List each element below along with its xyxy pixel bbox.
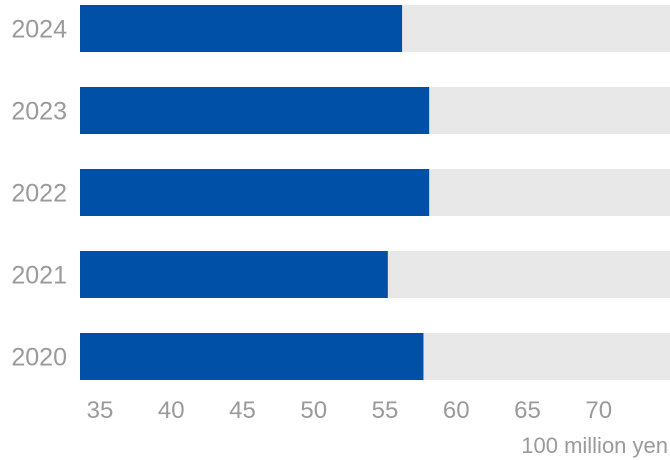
x-tick-label-60: 60 (443, 397, 470, 424)
category-label-2020: 2020 (11, 344, 67, 372)
x-tick-label-45: 45 (229, 397, 256, 424)
bar-2022 (80, 169, 430, 216)
category-label-2024: 2024 (11, 16, 67, 44)
category-label-2023: 2023 (11, 98, 67, 126)
category-label-2021: 2021 (11, 262, 67, 290)
x-tick-label-70: 70 (585, 397, 612, 424)
x-axis-ticks: 35 40 45 50 55 60 65 70 (87, 397, 612, 424)
bar-2021 (80, 251, 388, 298)
x-tick-label-35: 35 (87, 397, 114, 424)
x-tick-label-40: 40 (158, 397, 185, 424)
x-tick-label-55: 55 (372, 397, 399, 424)
x-axis-unit-label: 100 million yen (521, 433, 668, 458)
bar-2023 (80, 87, 430, 134)
category-labels: 2024 2023 2022 2021 2020 (11, 16, 67, 372)
bar-2024 (80, 5, 403, 52)
category-label-2022: 2022 (11, 180, 67, 208)
x-tick-label-50: 50 (300, 397, 327, 424)
x-tick-label-65: 65 (514, 397, 541, 424)
bars-layer (80, 5, 670, 380)
bar-2020 (80, 333, 424, 380)
